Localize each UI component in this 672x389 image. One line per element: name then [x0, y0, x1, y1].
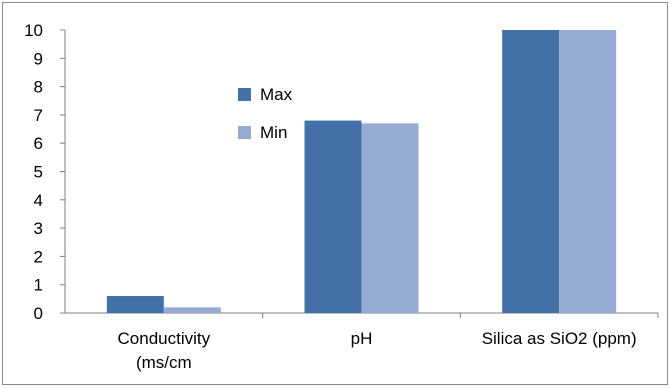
bar-max [502, 30, 560, 313]
y-tick-label: 3 [34, 219, 43, 238]
x-category-label-line: pH [351, 329, 373, 348]
legend-swatch [238, 88, 251, 101]
y-tick-label: 1 [34, 276, 43, 295]
bar-min [361, 123, 419, 313]
bar-min [559, 30, 617, 313]
y-tick-label: 6 [34, 134, 43, 153]
y-tick-label: 4 [34, 191, 43, 210]
x-category-label-line: Conductivity [118, 329, 211, 348]
y-tick-label: 10 [24, 21, 43, 40]
x-category-label-line: Silica as SiO2 (ppm) [482, 329, 637, 348]
legend-label: Min [260, 123, 287, 142]
y-tick-label: 2 [34, 247, 43, 266]
bar-max [106, 296, 164, 313]
y-tick-label: 9 [34, 49, 43, 68]
legend-label: Max [260, 85, 293, 104]
y-tick-label: 7 [34, 106, 43, 125]
x-category-label: Silica as SiO2 (ppm) [482, 329, 637, 348]
y-tick-label: 5 [34, 163, 43, 182]
y-tick-label: 8 [34, 78, 43, 97]
bar-max [304, 120, 362, 313]
y-tick-label: 0 [34, 304, 43, 323]
legend-swatch [238, 126, 251, 139]
x-category-label: pH [351, 329, 373, 348]
bar-min [163, 307, 221, 313]
x-category-label-line: (ms/cm [136, 353, 192, 372]
x-category-label: Conductivity (ms/cm [118, 329, 211, 372]
